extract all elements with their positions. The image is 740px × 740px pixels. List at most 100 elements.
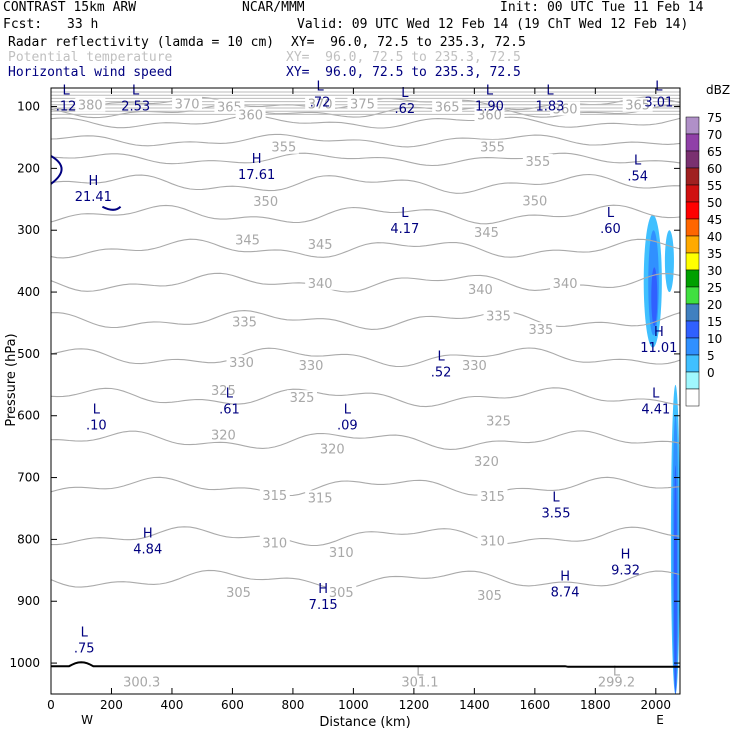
theta-label-bg (235, 107, 266, 122)
wind-extreme-value: 2.53 (121, 100, 150, 115)
theta-label-bg (347, 96, 378, 111)
wind-extreme-low: L (317, 79, 325, 94)
theta-label: 360 (477, 109, 502, 124)
theta-label-bg (226, 354, 257, 369)
wind-extreme-low: L (401, 86, 409, 101)
theta-label-bg (232, 232, 263, 247)
colorbar-level-label: 60 (707, 162, 722, 176)
wind-contour-layer: L.12L2.53L.72L.62L1.90L1.83L3.01H17.61H2… (50, 79, 680, 668)
theta-extreme-marker: L (613, 665, 621, 680)
theta-label-bg (525, 322, 556, 337)
wind-extreme-value: 3.01 (644, 95, 673, 110)
theta-label: 330 (299, 359, 324, 374)
y-tick-label: 600 (17, 409, 40, 423)
theta-label-bg (459, 358, 490, 373)
theta-label: 330 (229, 356, 254, 371)
field-theta-xy: XY= 96.0, 72.5 to 235.3, 72.5 (286, 50, 521, 65)
forecast-hours: 33 h (67, 17, 99, 32)
theta-label-bg (75, 97, 106, 112)
colorbar-swatch (685, 184, 700, 203)
theta-label: 310 (480, 535, 505, 550)
wind-extreme-value: 7.15 (309, 598, 338, 613)
reflectivity-layer (643, 214, 680, 694)
wind-extreme-high: H (252, 152, 262, 167)
colorbar-level-label: 10 (707, 332, 722, 346)
wind-extreme-value: 17.61 (238, 168, 275, 183)
colorbar-swatch (685, 388, 700, 407)
wind-extreme-low: L (93, 403, 101, 418)
theta-label: 340 (468, 283, 493, 298)
colorbar-unit: dBZ (706, 83, 730, 97)
theta-label-bg (483, 413, 514, 428)
colorbar-level-label: 0 (707, 366, 715, 380)
theta-label-bg (259, 535, 290, 550)
theta-contour-305 (50, 569, 681, 590)
theta-label-bg (601, 674, 632, 689)
field-reflectivity-name: Radar reflectivity (lamda = 10 cm) (8, 35, 275, 50)
theta-label: 315 (262, 489, 287, 504)
theta-label: 305 (477, 589, 502, 604)
wind-extreme-low: L (655, 79, 663, 94)
colorbar-level-label: 35 (707, 247, 722, 261)
theta-contour-315 (50, 476, 681, 497)
x-tick-label: 600 (221, 698, 244, 712)
theta-label: 301.1 (401, 676, 438, 691)
theta-label: 340 (553, 277, 578, 292)
reflectivity-cell (664, 230, 674, 293)
wind-extreme-value: 9.32 (611, 563, 640, 578)
theta-label-bg (432, 99, 463, 114)
colorbar-level-label: 15 (707, 315, 722, 329)
wind-extreme-low: L (437, 350, 445, 365)
wind-extreme-high: H (143, 526, 153, 541)
colorbar-swatch (685, 320, 700, 339)
colorbar-swatch (685, 371, 700, 390)
forecast-label: Fcst: (3, 17, 43, 32)
theta-label-bg (259, 487, 290, 502)
field-wind-name: Horizontal wind speed (8, 65, 173, 80)
theta-label: 320 (474, 455, 499, 470)
colorbar-level-label: 70 (707, 128, 722, 142)
theta-label-bg (550, 275, 581, 290)
wind-extreme-value: .72 (310, 95, 331, 110)
theta-label: 335 (486, 310, 511, 325)
theta-label-bg (465, 281, 496, 296)
reflectivity-cell (651, 267, 658, 327)
field-reflectivity-xy: XY= 96.0, 72.5 to 235.3, 72.5 (291, 35, 526, 50)
wind-extreme-value: 4.17 (390, 222, 419, 237)
wind-extreme-value: .60 (600, 222, 621, 237)
theta-label-bg (229, 314, 260, 329)
wind-extreme-low: L (132, 84, 140, 99)
theta-contour-325 (50, 387, 681, 408)
y-tick-label: 400 (17, 285, 40, 299)
theta-label: 375 (350, 97, 375, 112)
theta-label: 370 (175, 97, 200, 112)
colorbar-level-label: 45 (707, 213, 722, 227)
theta-label-bg (483, 308, 514, 323)
wind-contour (50, 155, 63, 185)
wind-extreme-high: H (560, 570, 570, 585)
theta-label-bg (477, 139, 508, 154)
wind-extreme-value: 11.01 (640, 341, 677, 356)
theta-label-bg (296, 358, 327, 373)
y-tick-label: 700 (17, 471, 40, 485)
colorbar-swatch (685, 303, 700, 322)
theta-label: 310 (262, 537, 287, 552)
colorbar-swatch (685, 116, 700, 135)
wind-extreme-low: L (226, 387, 234, 402)
theta-label-bg (471, 225, 502, 240)
theta-contour-365 (50, 133, 681, 148)
y-tick-label: 800 (17, 532, 40, 546)
theta-contour-310 (51, 526, 681, 547)
axes-layer: Distance (km) Pressure (hPa) W E 0 200 400… (4, 88, 680, 730)
wind-extreme-value: 4.84 (133, 542, 162, 557)
theta-label: 355 (480, 141, 505, 156)
reflectivity-cell (673, 465, 677, 694)
y-tick-label: 500 (17, 347, 40, 361)
wind-extreme-low: L (81, 625, 89, 640)
colorbar-level-label: 5 (707, 349, 715, 363)
theta-label-bg (268, 139, 299, 154)
theta-label: 355 (525, 155, 550, 170)
colorbar-swatch (685, 201, 700, 220)
